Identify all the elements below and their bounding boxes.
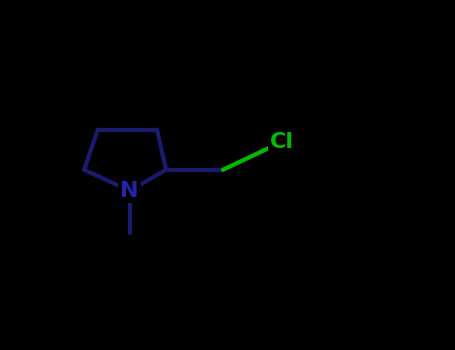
- Text: N: N: [121, 181, 139, 201]
- Text: Cl: Cl: [270, 132, 294, 152]
